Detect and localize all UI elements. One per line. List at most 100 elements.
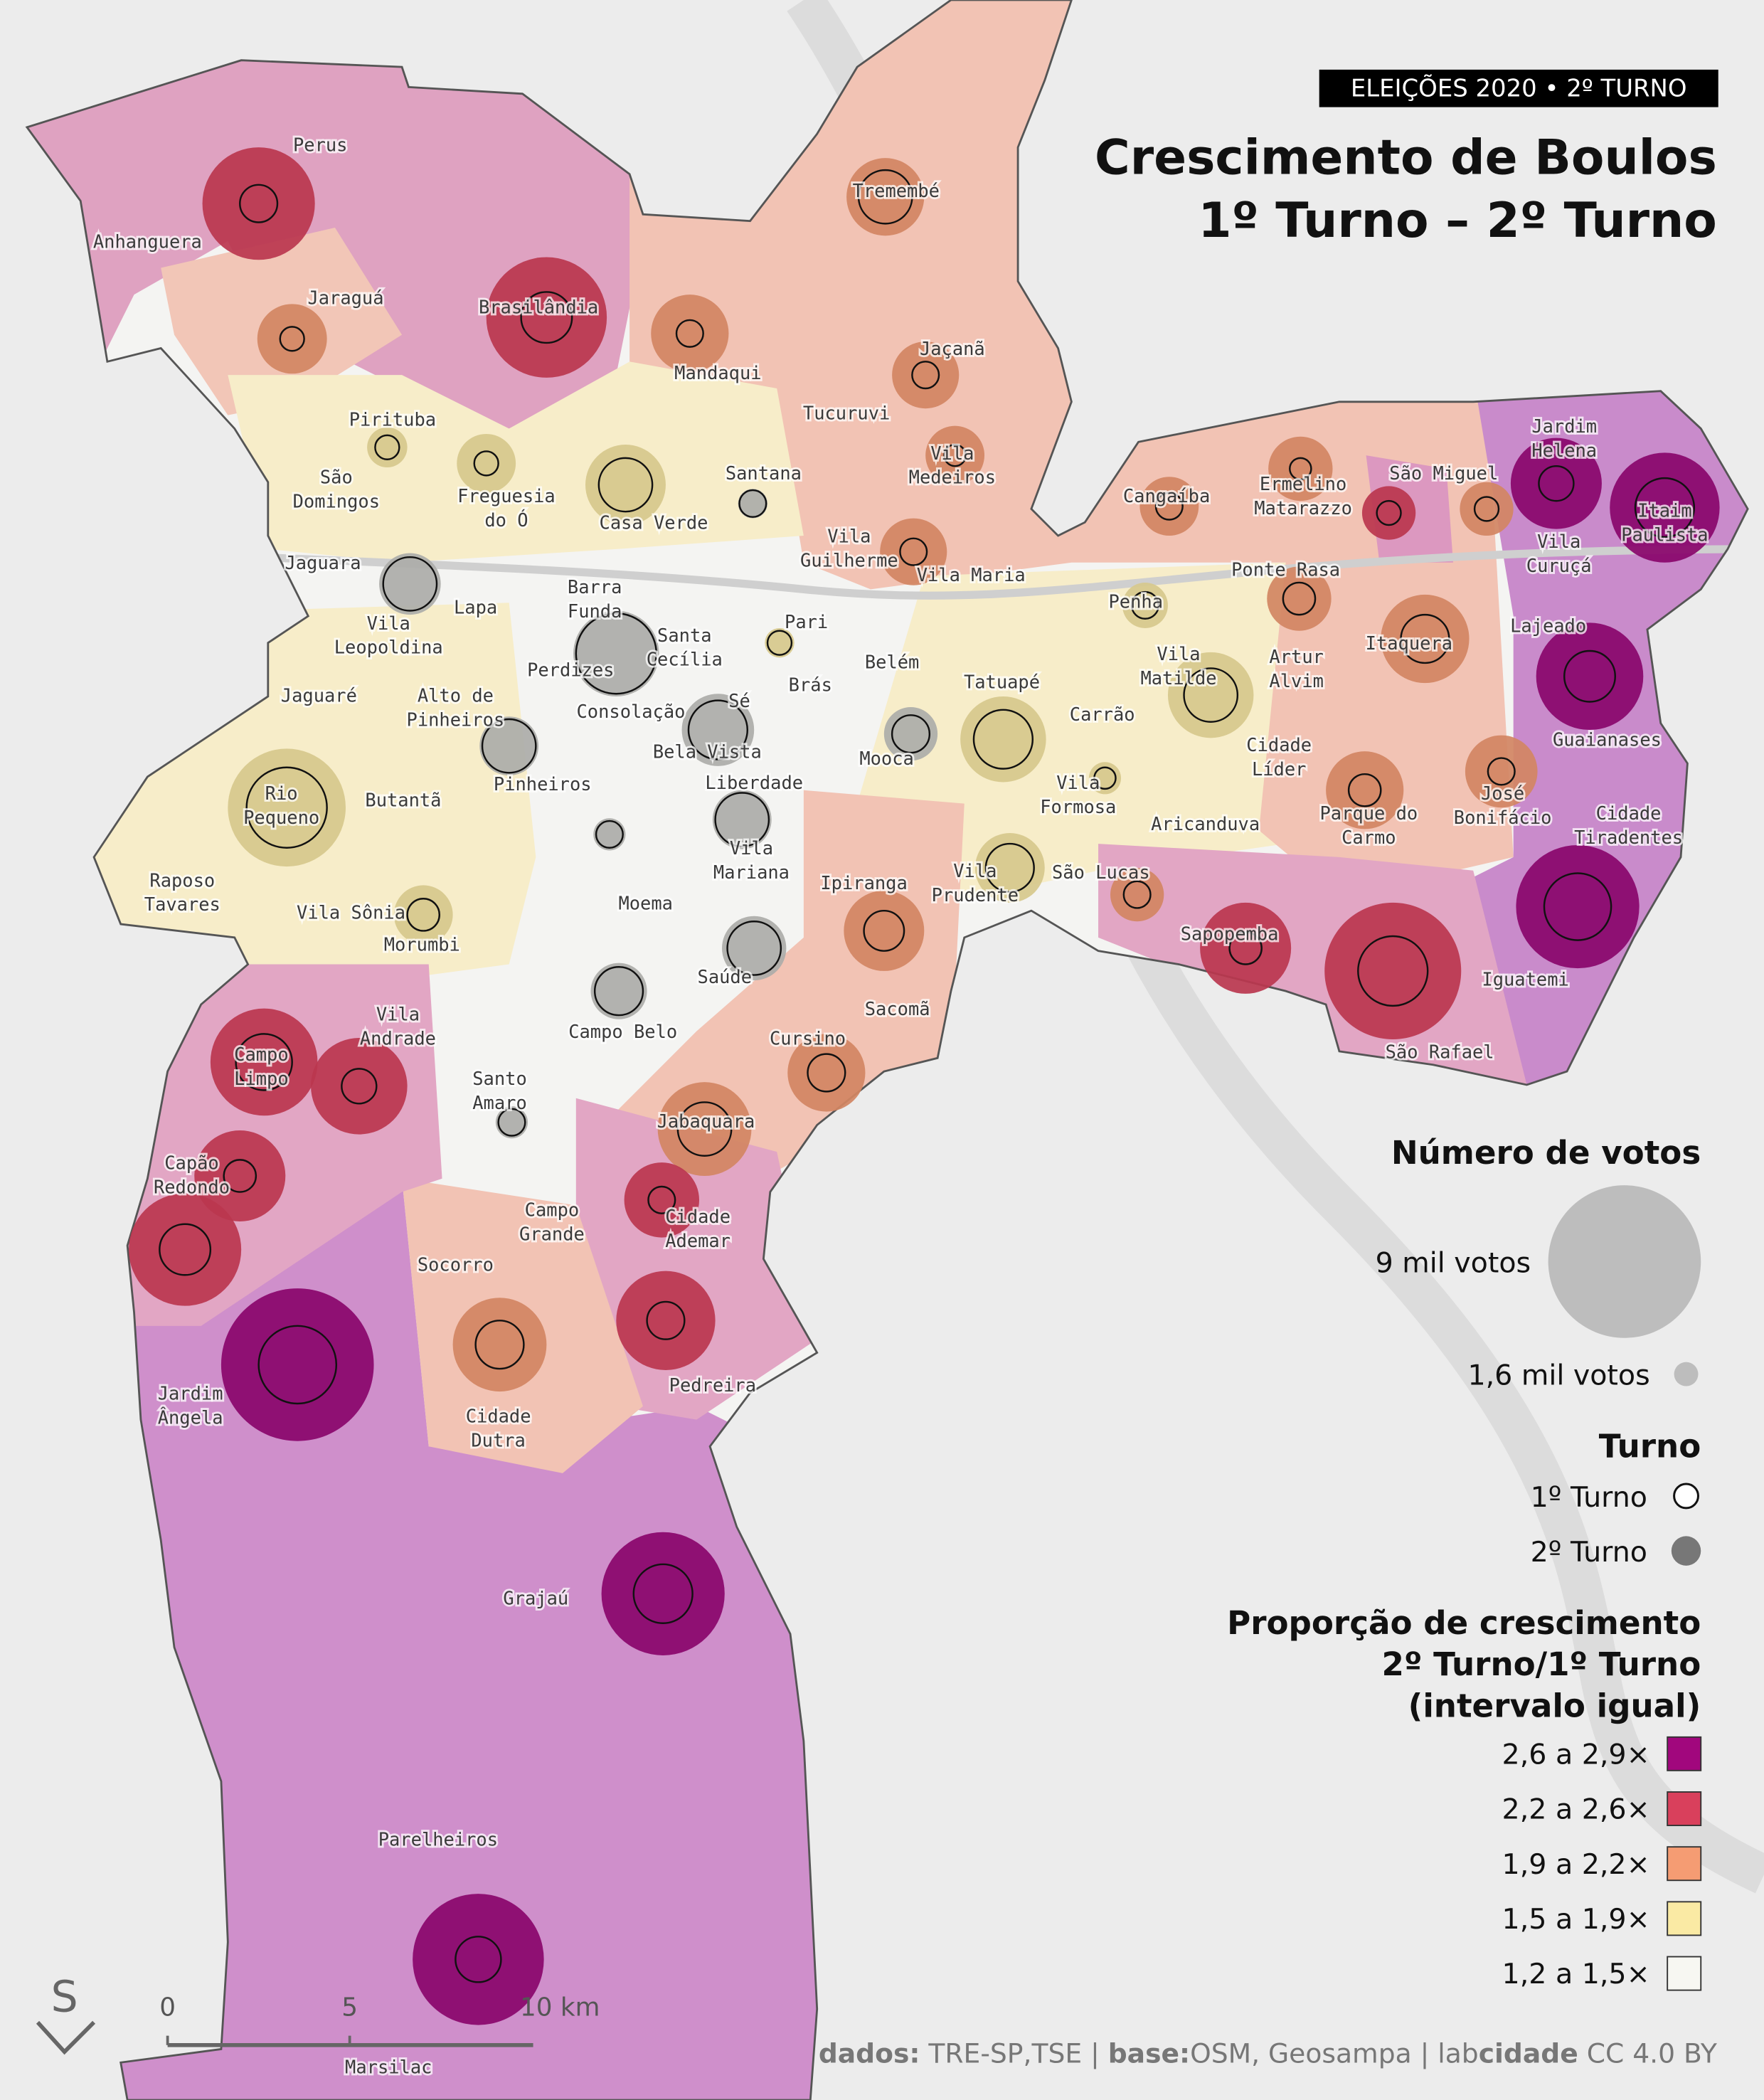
district-label: Líder — [1252, 758, 1306, 780]
bubble-2nd-turn — [1267, 566, 1332, 631]
bubble-2nd-turn — [393, 885, 453, 945]
district-label: Cidade — [466, 1405, 531, 1426]
bubble-1st-turn — [474, 1320, 525, 1370]
district-label: Santo — [472, 1068, 526, 1089]
title: Crescimento de Boulos — [1095, 129, 1717, 186]
bubble-2nd-turn — [194, 1130, 286, 1221]
bubble-1st-turn — [406, 898, 441, 932]
district-label: Santana — [726, 462, 802, 484]
district-label: José — [1481, 783, 1524, 804]
district-label: Ademar — [665, 1230, 730, 1251]
bubble-1st-turn — [1634, 477, 1696, 539]
district-label: Amaro — [472, 1092, 526, 1113]
district-label: Freguesia — [457, 485, 556, 507]
district-label: Dutra — [471, 1429, 525, 1451]
bubble-1st-turn — [1357, 935, 1429, 1007]
bubble-1st-turn — [984, 842, 1035, 893]
bubble-2nd-turn — [1465, 735, 1538, 808]
bubble-1st-turn — [714, 792, 770, 848]
district-label: Barra — [568, 576, 622, 598]
bubble-1st-turn — [1122, 880, 1152, 909]
bubble-1st-turn — [245, 766, 328, 849]
legend-class-swatch — [1667, 1846, 1702, 1882]
district-label: Pirituba — [349, 409, 436, 430]
bubble-2nd-turn — [257, 304, 327, 374]
bubble-2nd-turn — [880, 518, 947, 585]
district-label: Itaquera — [1366, 632, 1452, 654]
credits-part: dados: — [819, 2037, 920, 2069]
bubble-2nd-turn — [787, 1034, 866, 1112]
district-label: Pari — [785, 611, 828, 632]
district-label: Ângela — [158, 1406, 223, 1428]
bubble-2nd-turn — [1536, 622, 1644, 731]
district-label: Capão — [164, 1152, 218, 1174]
bubble-1st-turn — [1487, 757, 1516, 786]
district-label: Alvim — [1269, 670, 1323, 691]
district-label: Vila — [827, 525, 871, 546]
district-label: Pequeno — [243, 807, 319, 828]
title: 1º Turno – 2º Turno — [1198, 192, 1716, 248]
badge: ELEIÇÕES 2020 • 2º TURNO — [1351, 74, 1687, 102]
district-label: Vila — [730, 837, 773, 859]
bubble-2nd-turn — [1167, 652, 1254, 738]
bubble-1st-turn — [1347, 773, 1382, 807]
bubble-1st-turn — [1282, 581, 1317, 616]
district-label: Vila — [1157, 643, 1200, 664]
district-label: Sapopemba — [1181, 923, 1279, 945]
bubble-2nd-turn — [1381, 594, 1470, 684]
district-label: Iguatemi — [1482, 969, 1568, 990]
district-label: Grande — [519, 1223, 585, 1244]
bubble-1st-turn — [279, 326, 305, 352]
district-label: Lapa — [454, 596, 497, 617]
district-label: Vila — [367, 612, 410, 634]
legend-title: Turno — [1599, 1427, 1701, 1465]
district-label: Prudente — [932, 884, 1019, 906]
district-label: Pedreira — [669, 1374, 756, 1396]
credits-part: TRE-SP,TSE | — [920, 2037, 1107, 2069]
bubble-2nd-turn — [1460, 482, 1514, 536]
district-label: Vila — [1537, 531, 1580, 552]
legend-class-swatch — [1667, 1901, 1702, 1936]
bubble-1st-turn — [1400, 613, 1450, 664]
region — [228, 361, 804, 563]
bubble-2nd-turn — [129, 1193, 242, 1306]
bubble-2nd-turn — [210, 1008, 318, 1116]
legend-title: Proporção de crescimento — [1227, 1604, 1701, 1642]
district-label: Sacomã — [865, 998, 930, 1019]
legend-title: Número de votos — [1391, 1134, 1701, 1172]
bubble-2nd-turn — [601, 1532, 725, 1655]
credits-part: cidade — [1479, 2037, 1578, 2069]
bubble-2nd-turn — [311, 1038, 408, 1135]
district-label: Jardim — [1531, 415, 1597, 437]
bubble-2nd-turn — [495, 1106, 528, 1139]
district-label: Jardim — [158, 1382, 223, 1404]
region — [26, 0, 643, 429]
district-label: Brasilândia — [479, 297, 598, 318]
bubble-2nd-turn — [228, 748, 346, 867]
district-label: Mariana — [713, 861, 790, 883]
bubble-1st-turn — [632, 1563, 694, 1624]
bubble-1st-turn — [1289, 457, 1312, 481]
bubble-2nd-turn — [593, 818, 626, 851]
bubble-2nd-turn — [367, 427, 408, 468]
district-label: Aricanduva — [1151, 813, 1260, 834]
district-label: Alto de — [418, 685, 494, 706]
scale-label: 10 km — [520, 1993, 600, 2022]
district-label: Perus — [293, 134, 347, 156]
bubble-1st-turn — [1473, 496, 1500, 522]
district-label: São Rafael — [1386, 1041, 1494, 1062]
labels: Perus Anhanguera Jaraguá Brasilândia Trememb… — [91, 132, 1710, 2079]
bubble-2nd-turn — [712, 790, 772, 849]
bubble-2nd-turn — [1139, 477, 1199, 536]
bubble-2nd-turn — [1326, 751, 1404, 829]
logo: S — [51, 1973, 78, 2022]
bubble-1st-turn — [481, 718, 537, 774]
legend-size-label: 9 mil votos — [1376, 1247, 1531, 1280]
district-label: Itaim — [1637, 500, 1691, 521]
district-label: Pinheiros — [407, 709, 505, 730]
bubble-1st-turn — [1130, 590, 1159, 620]
bubble-1st-turn — [863, 909, 905, 952]
bubble-2nd-turn — [202, 147, 315, 260]
legend-turn-label: 2º Turno — [1531, 1536, 1647, 1569]
district-label: Tavares — [144, 893, 220, 915]
